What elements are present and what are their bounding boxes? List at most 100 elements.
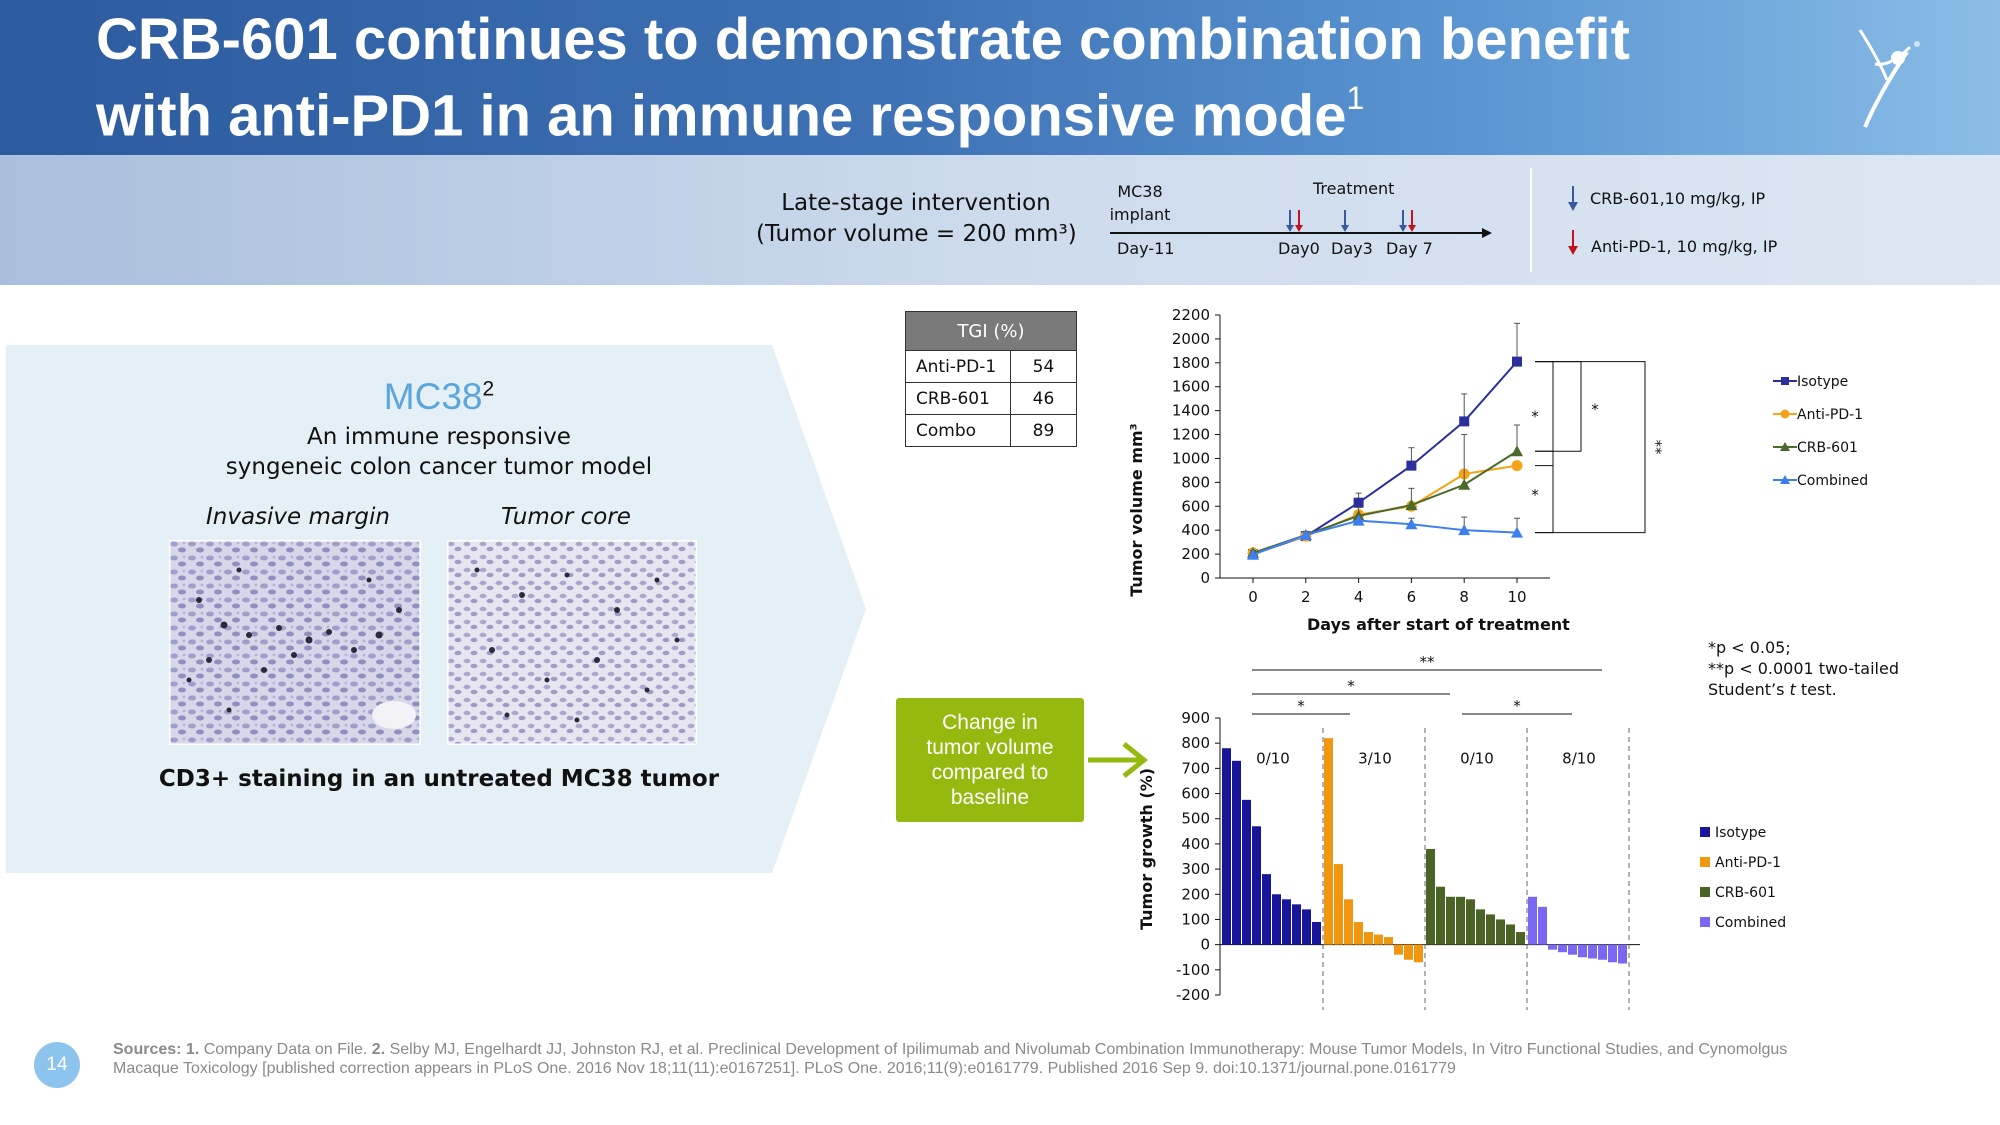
intervention-line-2: (Tumor volume = 200 mm³) (756, 221, 1077, 247)
data-point (1458, 524, 1471, 536)
legend-marker-icon (1773, 475, 1797, 484)
page-number: 14 (34, 1042, 80, 1088)
bar (1262, 874, 1271, 945)
significance-bracket (1535, 361, 1646, 534)
callout-text: Change in tumor volume compared to basel… (926, 711, 1054, 809)
bar-legend-item: CRB-601 (1700, 885, 1786, 915)
stats-note: *p < 0.05; **p < 0.0001 two-tailed Stude… (1708, 637, 1899, 700)
y-tick-label: 1000 (1172, 449, 1210, 467)
y-tick-label: 500 (1181, 810, 1210, 828)
bar (1578, 944, 1587, 958)
bar (1446, 896, 1455, 945)
title-superscript: 1 (1346, 80, 1365, 116)
legend-swatch-icon (1700, 887, 1710, 897)
significance-label: * (1297, 697, 1305, 715)
day-label: Day0 (1278, 239, 1320, 258)
line-legend-label: CRB-601 (1797, 440, 1858, 456)
bar (1222, 748, 1231, 945)
stats-note-line-3: Student’s t test. (1708, 679, 1899, 700)
bar-legend-label: Anti-PD-1 (1715, 855, 1782, 871)
image-caption: CD3+ staining in an untreated MC38 tumor (158, 766, 720, 792)
responder-label: 0/10 (1256, 749, 1290, 767)
bar (1608, 944, 1617, 963)
model-name-text: MC38 (383, 376, 483, 417)
bar-legend-label: CRB-601 (1715, 885, 1776, 901)
y-tick-label: 0 (1200, 569, 1210, 587)
legend-swatch-icon (1700, 827, 1710, 837)
bar-legend-item: Anti-PD-1 (1700, 855, 1786, 885)
day-label: Day 7 (1386, 239, 1433, 258)
histology-image-invasive-margin (169, 540, 421, 745)
callout-box: Change in tumor volume compared to basel… (896, 698, 1084, 822)
bar (1558, 944, 1567, 953)
data-point (1406, 460, 1417, 471)
data-point (1459, 416, 1470, 427)
line-chart-xlabel: Days after start of treatment (1307, 615, 1570, 634)
data-point (1511, 526, 1523, 538)
bar (1292, 904, 1301, 945)
x-tick-label: 6 (1407, 588, 1417, 606)
y-tick-label: 1400 (1172, 402, 1210, 420)
bar (1528, 896, 1537, 945)
timeline-arrowhead-icon (1482, 228, 1492, 238)
y-tick-label: 200 (1181, 885, 1210, 903)
responder-label: 3/10 (1358, 749, 1392, 767)
implant-label-line-1: MC38 (1117, 182, 1163, 201)
y-tick-label: 900 (1181, 709, 1210, 727)
crb-arrow-icon (1568, 186, 1578, 211)
arrows-day7 (1399, 210, 1416, 232)
data-point (1405, 499, 1418, 511)
timeline-divider (1530, 168, 1532, 272)
y-tick-label: 1800 (1172, 354, 1210, 372)
bar (1618, 944, 1627, 964)
bar (1384, 937, 1393, 945)
y-tick-label: 0 (1200, 936, 1210, 954)
bar-legend-label: Combined (1715, 915, 1787, 931)
tgi-row-value: 89 (1010, 414, 1077, 447)
data-point (1353, 497, 1364, 508)
significance-label: ** (1647, 440, 1665, 456)
tgi-row-value: 46 (1010, 382, 1077, 415)
responder-label: 8/10 (1562, 749, 1596, 767)
down-arrow-icon (1295, 225, 1303, 232)
stats-note-line-1: *p < 0.05; (1708, 638, 1791, 657)
y-tick-label: 2000 (1172, 330, 1210, 348)
bar (1436, 886, 1445, 945)
significance-label: * (1531, 486, 1539, 504)
pd1-legend-label: Anti-PD-1, 10 mg/kg, IP (1591, 237, 1778, 256)
data-point (1511, 445, 1523, 457)
bar (1548, 944, 1557, 950)
bar-legend: Isotype Anti-PD-1 CRB-601 Combined (1700, 825, 1786, 945)
y-tick-label: 1600 (1172, 378, 1210, 396)
data-point (1512, 356, 1522, 367)
crb-legend-label: CRB-601,10 mg/kg, IP (1590, 189, 1766, 208)
bar (1486, 914, 1495, 945)
tgi-table-header: TGI (%) (905, 311, 1077, 351)
data-point (1458, 478, 1471, 490)
y-tick-label: 700 (1181, 759, 1210, 777)
treatment-label: Treatment (1313, 179, 1395, 198)
y-tick-label: 400 (1181, 521, 1210, 539)
stats-note-line-2: **p < 0.0001 two-tailed (1708, 659, 1899, 678)
line-legend-item: Isotype (1773, 374, 1868, 407)
bar (1364, 932, 1373, 945)
line-legend-item: CRB-601 (1773, 440, 1868, 473)
line-legend-item: Combined (1773, 473, 1868, 506)
model-name-superscript: 2 (482, 377, 495, 401)
bar (1324, 738, 1333, 945)
tgi-row-name: Anti-PD-1 (905, 350, 1011, 383)
x-tick-label: 0 (1248, 588, 1258, 606)
y-tick-label: -100 (1176, 961, 1210, 979)
bar (1312, 921, 1321, 945)
bar (1252, 826, 1261, 945)
bar (1538, 906, 1547, 945)
data-point (1352, 514, 1365, 526)
line-legend-item: Anti-PD-1 (1773, 407, 1868, 440)
data-point (1405, 518, 1418, 530)
tgi-table: TGI (%) Anti-PD-1 54 CRB-601 46 Combo 89 (905, 311, 1077, 447)
line-legend-label: Isotype (1797, 374, 1849, 390)
intervention-line-1: Late-stage intervention (781, 190, 1051, 216)
model-desc-line-2: syngeneic colon cancer tumor model (225, 454, 653, 480)
bar (1506, 924, 1515, 945)
y-tick-label: 100 (1181, 910, 1210, 928)
